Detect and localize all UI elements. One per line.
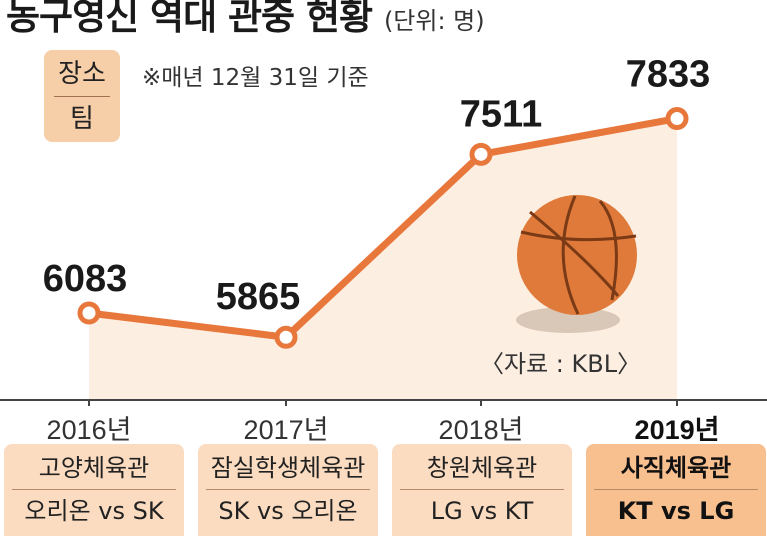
venue-teams: 오리온 vs SK [24,497,164,525]
venue-divider [594,489,758,490]
year-label: 2018년 [438,415,524,445]
title-text: 농구영신 역대 관중 현황 [6,0,373,38]
venue-divider [12,489,176,490]
date-note: ※매년 12월 31일 기준 [142,65,369,91]
venue-teams: SK vs 오리온 [218,497,358,525]
data-points [77,107,689,349]
data-label: 7511 [460,93,542,135]
series-line [88,115,678,341]
chart-title: 농구영신 역대 관중 현황 (단위: 명) [6,0,485,40]
data-point [77,301,101,325]
venue-box-highlight: 사직체육관 KT vs LG [586,444,766,536]
venue-place: 잠실학생체육관 [210,454,366,482]
legend-place-label: 장소 [58,59,106,89]
ball-shadow [516,307,620,333]
data-point [469,142,493,166]
data-label: 5865 [216,276,301,318]
unit-label: (단위: 명) [383,7,485,35]
venue-box: 잠실학생체육관 SK vs 오리온 [198,444,378,536]
basketball-icon [516,195,637,333]
year-label-highlight: 2019년 [634,415,720,445]
data-labels: 6083 5865 7511 7833 [43,54,711,319]
ball-seam [529,210,620,297]
data-label: 7833 [626,54,711,96]
venue-teams: KT vs LG [617,497,735,525]
source-note: 〈자료 : KBL〉 [480,350,642,378]
data-point [274,325,298,349]
legend-divider [54,96,110,97]
data-point [665,107,689,131]
venue-teams: LG vs KT [430,497,534,525]
ball-seams [520,195,637,315]
year-label: 2016년 [46,415,132,445]
venue-box: 창원체육관 LG vs KT [392,444,572,536]
venue-divider [206,489,370,490]
venue-place: 창원체육관 [426,454,538,482]
ball-seam [598,200,618,301]
data-label: 6083 [43,258,128,300]
year-label: 2017년 [243,415,329,445]
area-fill [89,118,677,401]
ball-seam [520,230,637,242]
ball-seam [561,195,580,315]
venue-divider [400,489,564,490]
venue-place: 사직체육관 [620,454,732,482]
venue-place: 고양체육관 [38,454,150,482]
venue-box: 고양체육관 오리온 vs SK [4,444,184,536]
legend-box: 장소 팀 [44,50,120,142]
legend-team-label: 팀 [70,104,94,134]
